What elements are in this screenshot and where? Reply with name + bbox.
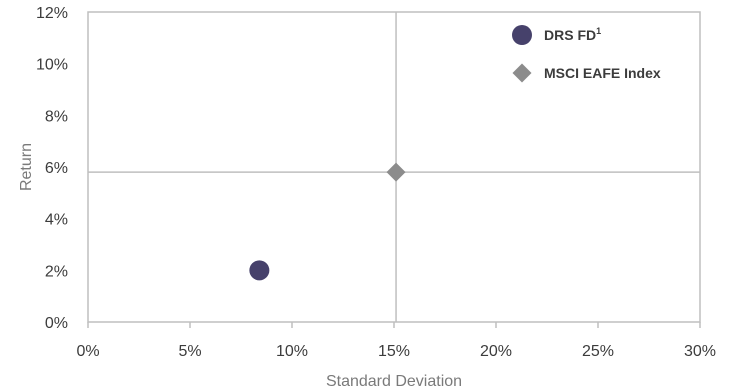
- y-tick-label: 6%: [45, 160, 68, 177]
- x-axis-title: Standard Deviation: [326, 373, 462, 390]
- x-tick-label: 0%: [76, 343, 99, 360]
- x-tick-label: 15%: [378, 343, 410, 360]
- x-axis-ticks: 0% 5% 10% 15% 20% 25% 30%: [76, 322, 716, 360]
- y-tick-label: 8%: [45, 108, 68, 125]
- x-tick-label: 20%: [480, 343, 512, 360]
- x-tick-label: 5%: [178, 343, 201, 360]
- y-tick-label: 0%: [45, 315, 68, 332]
- x-tick-label: 10%: [276, 343, 308, 360]
- legend-marker: [512, 25, 532, 45]
- y-axis-ticks: 0% 2% 4% 6% 8% 10% 12%: [36, 5, 68, 332]
- legend: DRS FD1 MSCI EAFE Index: [512, 25, 661, 83]
- y-axis-title: Return: [18, 143, 35, 191]
- legend-label: MSCI EAFE Index: [544, 65, 661, 81]
- data-points: [249, 162, 406, 281]
- y-tick-label: 2%: [45, 263, 68, 280]
- y-tick-label: 4%: [45, 212, 68, 229]
- legend-marker: [512, 63, 532, 83]
- legend-superscript: 1: [596, 26, 601, 36]
- y-tick-label: 10%: [36, 57, 68, 74]
- data-point-circle: [249, 260, 270, 281]
- x-tick-label: 25%: [582, 343, 614, 360]
- x-tick-label: 30%: [684, 343, 716, 360]
- data-point-diamond: [386, 162, 406, 182]
- legend-label: DRS FD1: [544, 26, 601, 43]
- y-tick-label: 12%: [36, 5, 68, 22]
